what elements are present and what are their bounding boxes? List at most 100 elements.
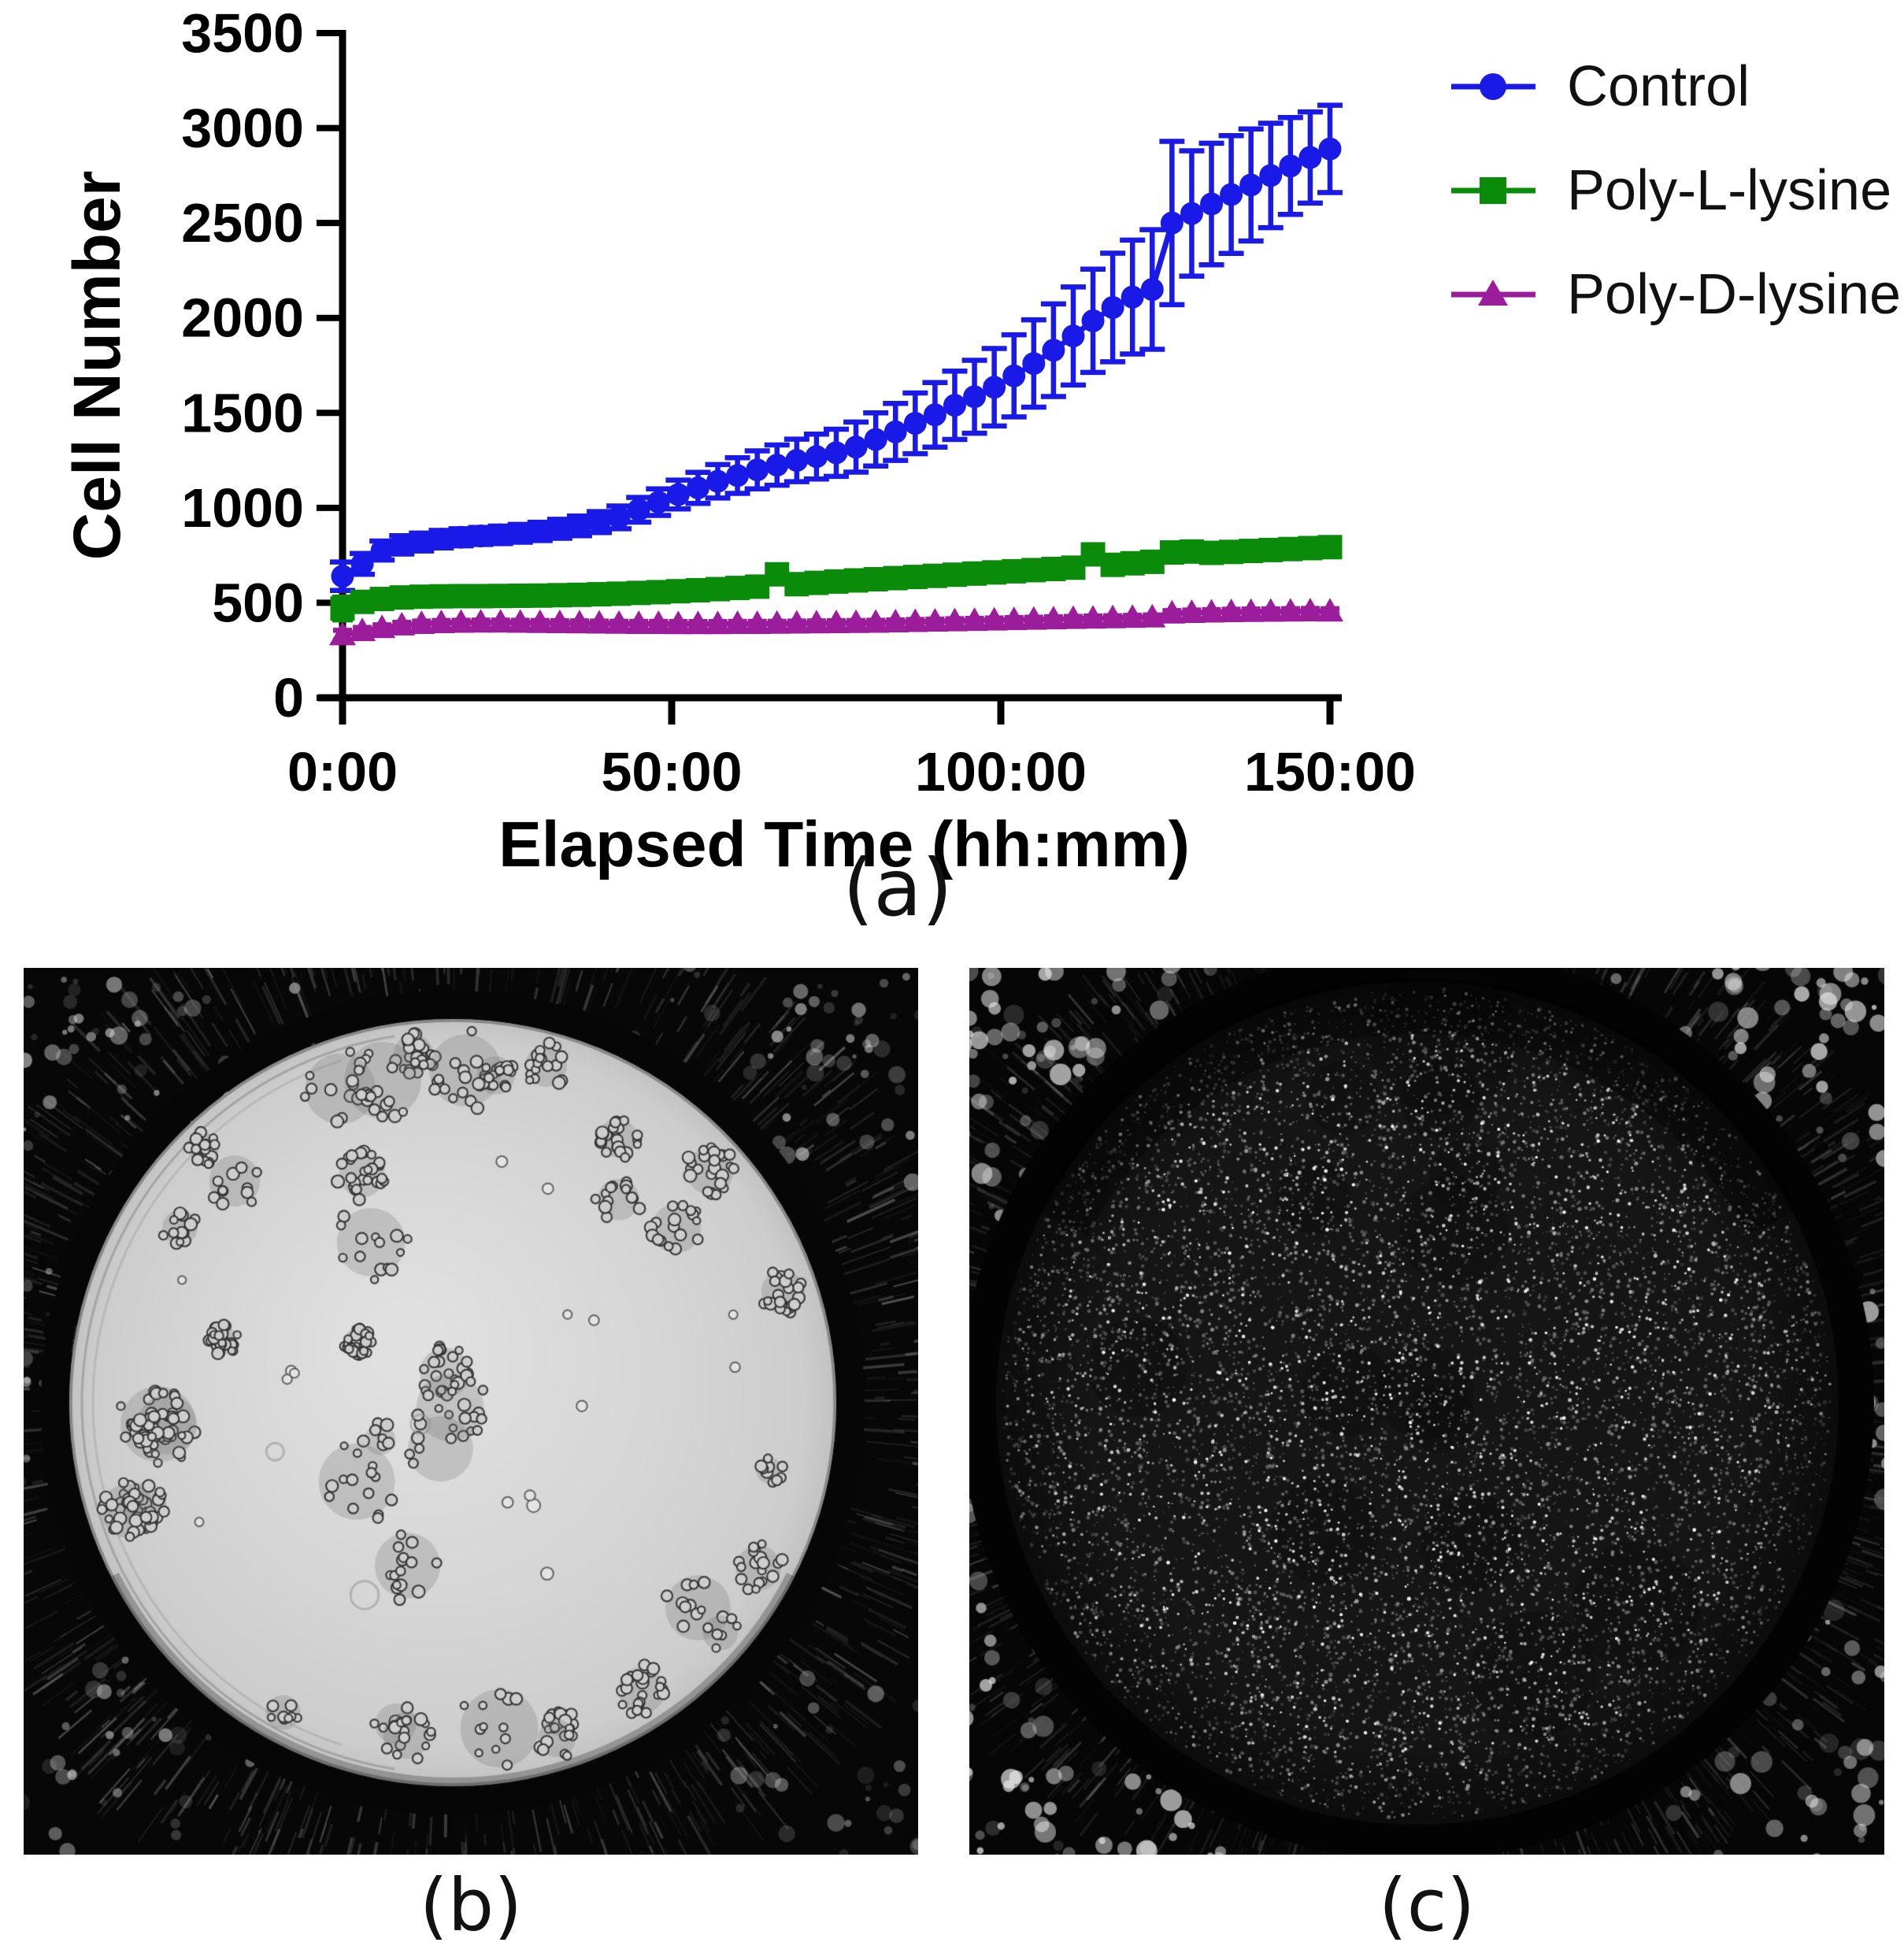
data-point — [489, 523, 513, 547]
data-point — [449, 525, 472, 549]
y-tick-label: 0 — [273, 667, 304, 728]
legend-marker-circle-icon — [1480, 73, 1506, 100]
data-point — [1257, 598, 1284, 622]
series-poly-d-lysine — [329, 598, 1343, 646]
micrograph-c-panel — [969, 968, 1884, 1855]
data-point — [704, 610, 732, 635]
data-point — [1061, 324, 1085, 348]
data-point — [1198, 599, 1225, 623]
data-point — [586, 610, 613, 634]
x-tick-label: 100:00 — [915, 741, 1087, 802]
data-point — [921, 608, 949, 632]
data-point — [883, 420, 907, 443]
x-axis-title: Elapsed Time (hh:mm) — [498, 809, 1190, 880]
data-point — [390, 533, 413, 557]
panel-a-chart: 0 500 1000 1500 2000 2500 3000 3500 0:00 50:00 100… — [0, 0, 1904, 969]
legend-item-poly-l-lysine: Poly-L-lysine — [1451, 159, 1891, 222]
data-point — [864, 428, 887, 451]
data-point — [1317, 535, 1343, 560]
data-point — [625, 610, 653, 634]
micrograph-c-image — [969, 968, 1884, 1855]
data-point — [963, 385, 987, 409]
y-tick-label: 1500 — [181, 382, 304, 443]
data-point — [666, 483, 690, 506]
data-point — [1020, 606, 1047, 630]
y-tick-label: 2500 — [181, 192, 304, 254]
data-point — [765, 454, 789, 477]
data-point — [1119, 604, 1146, 628]
data-point — [1081, 309, 1105, 332]
x-tick-label: 50:00 — [601, 741, 742, 802]
data-point — [509, 521, 532, 545]
data-point — [1259, 164, 1283, 187]
y-tick-label: 3000 — [181, 98, 304, 159]
data-point — [1220, 183, 1243, 206]
data-point — [844, 436, 868, 459]
data-point — [329, 621, 356, 646]
data-point — [1080, 605, 1107, 629]
data-point — [409, 530, 433, 554]
data-point — [1298, 146, 1322, 169]
data-point — [843, 609, 870, 633]
data-point — [1237, 598, 1265, 622]
data-point — [349, 617, 376, 642]
data-point — [526, 609, 554, 633]
legend-item-poly-d-lysine: Poly-D-lysine — [1451, 263, 1901, 326]
y-tick-label: 2000 — [181, 287, 304, 349]
data-point — [824, 441, 848, 465]
data-point — [548, 517, 572, 540]
data-point — [506, 609, 534, 633]
data-point — [763, 610, 791, 634]
series-poly-l-lysine — [330, 535, 1343, 623]
legend-item-control: Control — [1451, 55, 1750, 118]
data-point — [743, 610, 771, 634]
data-point — [1139, 603, 1166, 628]
data-point — [1279, 154, 1302, 178]
data-point — [606, 610, 633, 634]
data-point — [903, 412, 927, 436]
data-point — [429, 528, 453, 551]
data-point — [783, 610, 810, 634]
y-axis-title: Cell Number — [60, 171, 134, 561]
legend-marker-square-icon — [1480, 177, 1506, 204]
panel-b-caption: (b) — [419, 1863, 523, 1946]
data-point — [370, 539, 394, 562]
data-point — [1200, 192, 1224, 216]
data-point — [469, 524, 493, 548]
data-point — [686, 476, 709, 500]
x-tick-label: 0:00 — [287, 741, 398, 802]
data-point — [565, 610, 593, 634]
markers-poly-l-lysine — [330, 535, 1343, 621]
data-point — [487, 609, 514, 633]
data-point — [823, 609, 850, 633]
y-tick-label: 3500 — [181, 2, 304, 64]
data-point — [684, 610, 712, 635]
data-point — [961, 607, 988, 632]
data-point — [645, 610, 672, 634]
y-tick-group: 0 500 1000 1500 2000 2500 3000 3500 — [181, 2, 343, 728]
data-point — [805, 445, 828, 469]
data-point — [1099, 604, 1127, 628]
data-point — [1217, 599, 1245, 623]
data-point — [1121, 285, 1144, 309]
panel-c-caption: (c) — [1378, 1863, 1476, 1946]
panel-a-caption: (a) — [843, 842, 953, 934]
data-point — [607, 506, 631, 529]
legend-label: Poly-L-lysine — [1567, 159, 1891, 222]
legend-label: Poly-D-lysine — [1567, 263, 1901, 326]
data-point — [388, 611, 416, 636]
y-tick-label: 1000 — [181, 477, 304, 539]
data-point — [428, 609, 455, 633]
data-point — [627, 498, 650, 521]
data-point — [350, 552, 374, 576]
data-point — [1239, 173, 1263, 197]
data-point — [1101, 295, 1124, 319]
data-point — [923, 403, 946, 427]
data-point — [882, 609, 909, 633]
data-point — [706, 469, 730, 493]
data-point — [862, 609, 890, 633]
data-point — [369, 614, 396, 639]
legend-marker-triangle-icon — [1478, 280, 1508, 306]
data-point — [785, 449, 809, 473]
